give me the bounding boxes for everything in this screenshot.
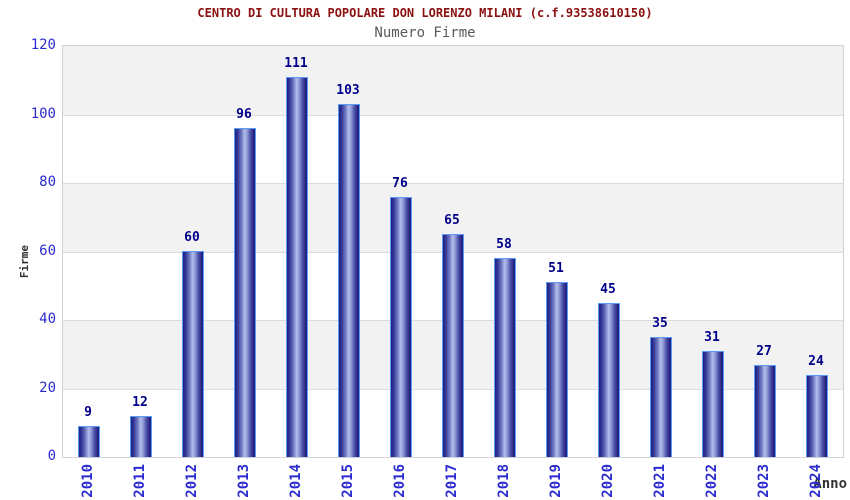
bar-value-label: 76 xyxy=(392,176,408,191)
bar-value-label: 27 xyxy=(756,344,772,359)
y-tick-label: 0 xyxy=(47,448,56,464)
chart-title: CENTRO DI CULTURA POPOLARE DON LORENZO M… xyxy=(197,6,653,20)
bar-value-label: 65 xyxy=(444,213,460,228)
plot-band xyxy=(63,46,843,115)
bar xyxy=(234,128,256,457)
x-tick-label: 2020 xyxy=(600,464,616,498)
bar xyxy=(338,104,360,457)
bar xyxy=(78,426,100,457)
y-tick-label: 60 xyxy=(39,242,56,259)
bar xyxy=(182,251,204,457)
x-tick-label: 2012 xyxy=(184,464,200,498)
bar-value-label: 96 xyxy=(236,107,252,122)
gridline xyxy=(63,115,843,116)
bar xyxy=(650,337,672,457)
bar-value-label: 45 xyxy=(600,282,616,297)
y-tick-label: 120 xyxy=(30,37,56,53)
bar xyxy=(546,282,568,457)
x-tick-label: 2016 xyxy=(392,464,408,498)
y-tick-label: 80 xyxy=(39,174,56,190)
bar xyxy=(442,234,464,457)
bar-value-label: 9 xyxy=(84,405,92,420)
x-tick-label: 2018 xyxy=(496,464,512,498)
x-tick-label: 2024 xyxy=(808,464,824,498)
gridline xyxy=(63,183,843,184)
bar xyxy=(286,77,308,457)
bar xyxy=(130,416,152,457)
bar-value-label: 24 xyxy=(808,354,824,369)
y-tick-label: 20 xyxy=(39,379,56,396)
y-tick-label: 100 xyxy=(30,105,56,122)
y-tick-label: 40 xyxy=(39,311,56,327)
bar xyxy=(390,197,412,457)
bar-value-label: 35 xyxy=(652,316,668,331)
bar xyxy=(754,365,776,457)
plot-band xyxy=(63,114,843,183)
x-tick-label: 2015 xyxy=(340,464,356,498)
bar-value-label: 31 xyxy=(704,330,720,345)
x-tick-label: 2023 xyxy=(756,464,772,498)
plot-area xyxy=(62,45,844,458)
chart-subtitle: Numero Firme xyxy=(374,25,476,41)
bar-value-label: 103 xyxy=(336,83,360,98)
bar xyxy=(702,351,724,457)
bar xyxy=(598,303,620,457)
bar-value-label: 60 xyxy=(184,230,200,245)
bar-value-label: 111 xyxy=(284,56,308,71)
bar xyxy=(806,375,828,457)
bar-value-label: 12 xyxy=(132,395,148,410)
x-tick-label: 2022 xyxy=(704,464,720,498)
x-tick-label: 2014 xyxy=(288,464,304,498)
bar-value-label: 51 xyxy=(548,261,564,276)
bar xyxy=(494,258,516,457)
x-tick-label: 2019 xyxy=(548,464,564,498)
x-tick-label: 2021 xyxy=(652,464,668,498)
x-tick-label: 2017 xyxy=(444,464,460,498)
x-tick-label: 2011 xyxy=(132,464,148,498)
bar-value-label: 58 xyxy=(496,237,512,252)
x-axis-title: Anno xyxy=(813,476,847,492)
x-tick-label: 2010 xyxy=(80,464,96,498)
x-tick-label: 2013 xyxy=(236,464,252,498)
